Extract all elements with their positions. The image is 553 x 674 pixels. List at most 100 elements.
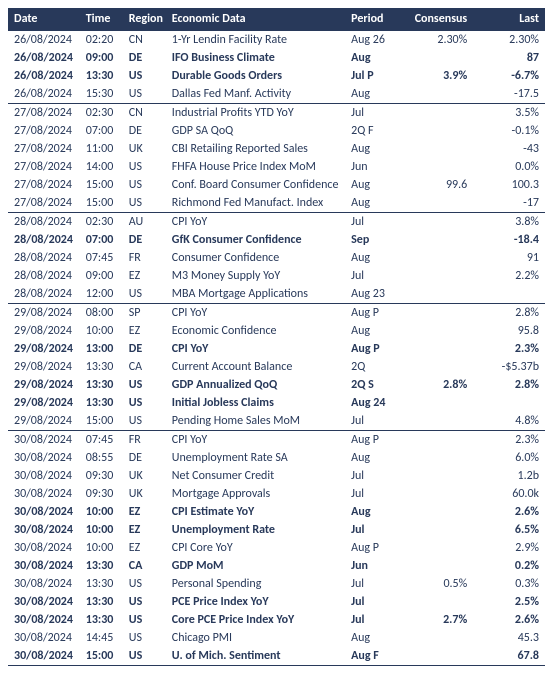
cell-period: Aug P xyxy=(345,340,401,358)
cell-consensus xyxy=(401,557,473,575)
cell-data: Current Account Balance xyxy=(166,358,345,376)
cell-data: GfK Consumer Confidence xyxy=(166,231,345,249)
cell-date: 26/08/2024 xyxy=(8,31,80,50)
cell-region: DE xyxy=(123,122,166,140)
cell-consensus xyxy=(401,593,473,611)
cell-time: 13:30 xyxy=(80,67,123,85)
cell-data: MBA Mortgage Applications xyxy=(166,285,345,304)
cell-last: 0.3% xyxy=(473,575,545,593)
cell-time: 09:00 xyxy=(80,49,123,67)
cell-last: 87 xyxy=(473,49,545,67)
cell-data: CBI Retailing Reported Sales xyxy=(166,140,345,158)
cell-region: SP xyxy=(123,304,166,323)
cell-data: Economic Confidence xyxy=(166,322,345,340)
cell-data: Industrial Profits YTD YoY xyxy=(166,104,345,123)
col-header-last: Last xyxy=(473,8,545,31)
table-row: 30/08/202413:30USCore PCE Price Index Yo… xyxy=(8,611,545,629)
table-row: 30/08/202407:45FRCPI YoYAug P2.3% xyxy=(8,431,545,450)
cell-data: CPI Estimate YoY xyxy=(166,503,345,521)
cell-consensus xyxy=(401,140,473,158)
cell-time: 07:45 xyxy=(80,249,123,267)
cell-data: Richmond Fed Manufact. Index xyxy=(166,194,345,213)
cell-region: US xyxy=(123,285,166,304)
table-row: 26/08/202413:30USDurable Goods OrdersJul… xyxy=(8,67,545,85)
cell-data: Consumer Confidence xyxy=(166,249,345,267)
cell-region: EZ xyxy=(123,521,166,539)
cell-date: 28/08/2024 xyxy=(8,213,80,232)
cell-date: 30/08/2024 xyxy=(8,611,80,629)
table-row: 28/08/202412:00USMBA Mortgage Applicatio… xyxy=(8,285,545,304)
cell-last xyxy=(473,394,545,412)
cell-date: 30/08/2024 xyxy=(8,431,80,450)
cell-date: 30/08/2024 xyxy=(8,629,80,647)
cell-date: 29/08/2024 xyxy=(8,412,80,431)
table-row: 30/08/202410:00EZUnemployment RateJul6.5… xyxy=(8,521,545,539)
cell-last: 2.6% xyxy=(473,611,545,629)
cell-period: Aug xyxy=(345,140,401,158)
table-row: 29/08/202413:00DECPI YoYAug P2.3% xyxy=(8,340,545,358)
cell-date: 27/08/2024 xyxy=(8,194,80,213)
table-row: 29/08/202410:00EZEconomic ConfidenceAug9… xyxy=(8,322,545,340)
cell-consensus xyxy=(401,231,473,249)
col-header-data: Economic Data xyxy=(166,8,345,31)
table-row: 29/08/202408:00SPCPI YoYAug P2.8% xyxy=(8,304,545,323)
cell-data: Core PCE Price Index YoY xyxy=(166,611,345,629)
cell-time: 08:55 xyxy=(80,449,123,467)
table-row: 28/08/202407:00DEGfK Consumer Confidence… xyxy=(8,231,545,249)
cell-region: FR xyxy=(123,431,166,450)
cell-period: Aug xyxy=(345,322,401,340)
table-row: 30/08/202409:30UKNet Consumer CreditJul1… xyxy=(8,467,545,485)
cell-consensus xyxy=(401,539,473,557)
cell-time: 14:00 xyxy=(80,158,123,176)
cell-period: Aug xyxy=(345,629,401,647)
cell-time: 10:00 xyxy=(80,539,123,557)
cell-date: 27/08/2024 xyxy=(8,122,80,140)
cell-region: US xyxy=(123,593,166,611)
cell-data: GDP SA QoQ xyxy=(166,122,345,140)
cell-data: GDP MoM xyxy=(166,557,345,575)
cell-last: 4.8% xyxy=(473,412,545,431)
cell-region: EZ xyxy=(123,267,166,285)
cell-last xyxy=(473,285,545,304)
cell-time: 13:00 xyxy=(80,340,123,358)
cell-last: 2.9% xyxy=(473,539,545,557)
cell-period: Sep xyxy=(345,231,401,249)
table-row: 27/08/202402:30CNIndustrial Profits YTD … xyxy=(8,104,545,123)
table-row: 30/08/202410:00EZCPI Estimate YoYAug2.6% xyxy=(8,503,545,521)
table-row: 30/08/202414:45USChicago PMIAug45.3 xyxy=(8,629,545,647)
cell-period: Aug 24 xyxy=(345,394,401,412)
cell-time: 09:00 xyxy=(80,267,123,285)
cell-date: 27/08/2024 xyxy=(8,140,80,158)
cell-consensus xyxy=(401,467,473,485)
cell-region: US xyxy=(123,85,166,104)
col-header-region: Region xyxy=(123,8,166,31)
cell-consensus xyxy=(401,412,473,431)
cell-period: 2Q xyxy=(345,358,401,376)
table-row: 27/08/202415:00USConf. Board Consumer Co… xyxy=(8,176,545,194)
cell-last: 91 xyxy=(473,249,545,267)
col-header-date: Date xyxy=(8,8,80,31)
cell-consensus: 0.5% xyxy=(401,575,473,593)
col-header-consensus: Consensus xyxy=(401,8,473,31)
table-row: 30/08/202415:00USU. of Mich. SentimentAu… xyxy=(8,647,545,666)
cell-last: 100.3 xyxy=(473,176,545,194)
cell-region: AU xyxy=(123,213,166,232)
table-row: 27/08/202415:00USRichmond Fed Manufact. … xyxy=(8,194,545,213)
cell-region: US xyxy=(123,176,166,194)
cell-period: Aug xyxy=(345,503,401,521)
cell-time: 07:00 xyxy=(80,122,123,140)
table-row: 27/08/202414:00USFHFA House Price Index … xyxy=(8,158,545,176)
cell-period: Aug F xyxy=(345,647,401,666)
cell-period: Jul P xyxy=(345,67,401,85)
cell-region: US xyxy=(123,629,166,647)
cell-region: UK xyxy=(123,140,166,158)
cell-last: 2.3% xyxy=(473,431,545,450)
cell-data: Conf. Board Consumer Confidence xyxy=(166,176,345,194)
cell-consensus xyxy=(401,485,473,503)
cell-period: Jul xyxy=(345,485,401,503)
cell-region: CA xyxy=(123,358,166,376)
cell-data: Chicago PMI xyxy=(166,629,345,647)
cell-consensus: 2.30% xyxy=(401,31,473,50)
cell-time: 13:30 xyxy=(80,557,123,575)
cell-period: Jun xyxy=(345,158,401,176)
